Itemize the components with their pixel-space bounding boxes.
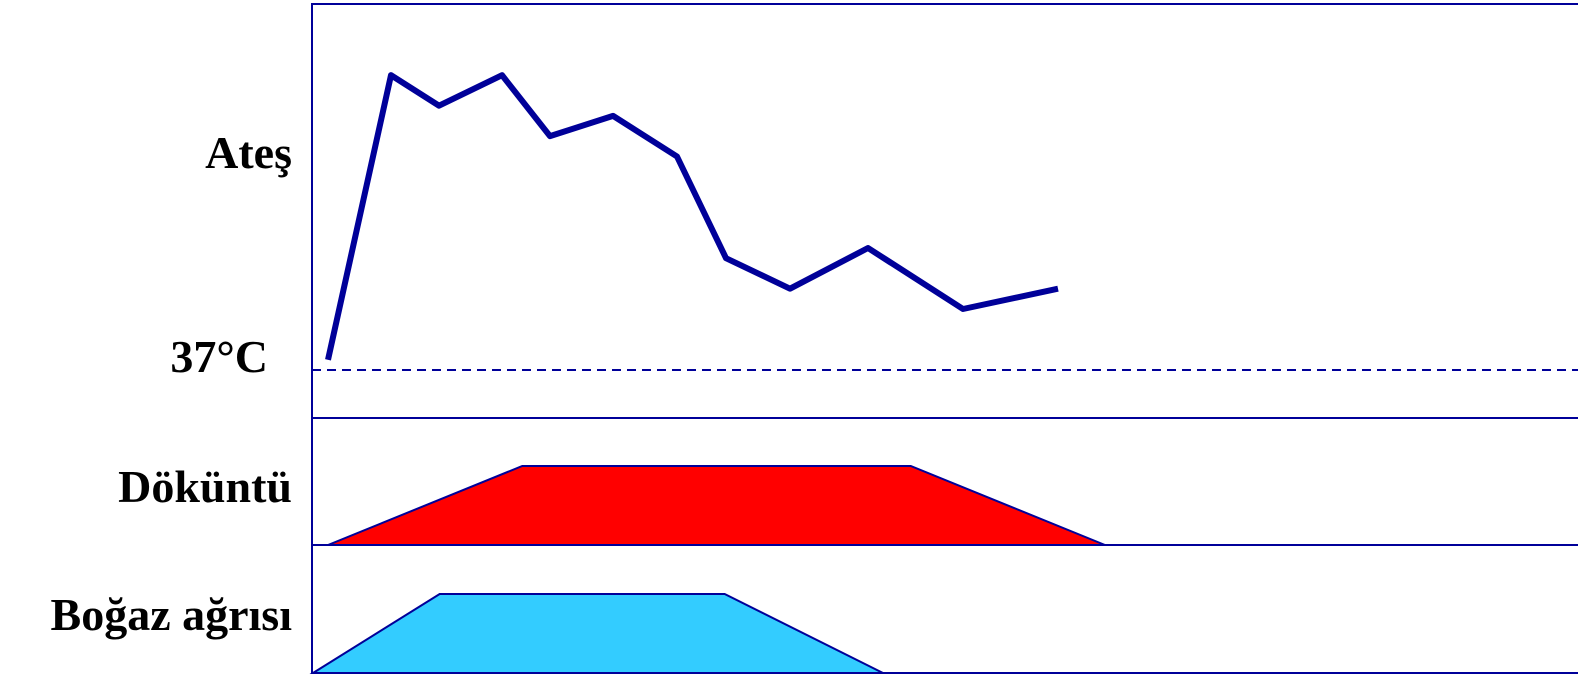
- line-layer: [325, 72, 1059, 361]
- sore-throat-area: [309, 593, 884, 674]
- label-baseline: 37°C: [170, 331, 268, 382]
- rash-area: [327, 465, 1106, 546]
- label-sore-throat: Boğaz ağrısı: [51, 589, 293, 640]
- label-rash: Döküntü: [118, 461, 292, 512]
- frame: [311, 3, 1578, 674]
- plot-border: [311, 3, 1578, 674]
- fever-line: [325, 72, 1059, 361]
- label-fever: Ateş: [205, 127, 292, 178]
- area-layer: [309, 465, 1106, 674]
